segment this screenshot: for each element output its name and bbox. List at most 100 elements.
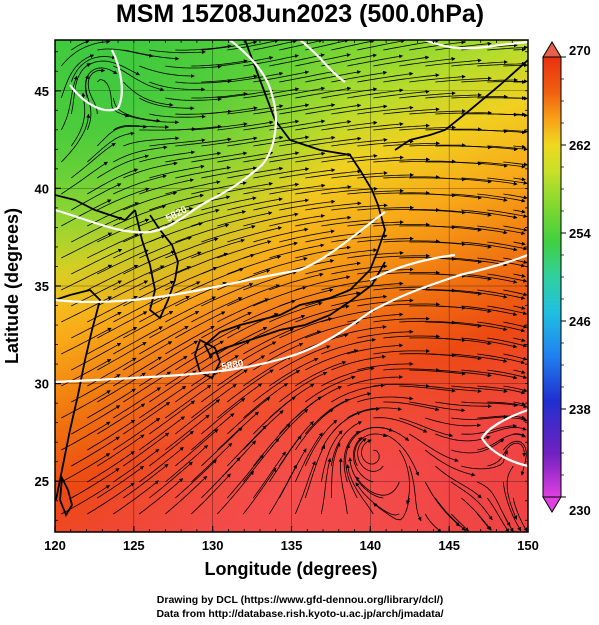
streamline	[425, 353, 482, 361]
streamline	[477, 61, 526, 67]
streamline	[87, 131, 135, 163]
streamline	[305, 169, 362, 179]
map-title: MSM 15Z08Jun2023 (500.0hPa)	[116, 0, 484, 28]
y-axis-label: Latitude (degrees)	[2, 208, 22, 364]
streamline	[321, 278, 378, 291]
streamline	[347, 220, 404, 227]
streamline	[399, 385, 456, 393]
streamline	[71, 405, 121, 435]
streamline	[425, 289, 482, 296]
streamline	[347, 407, 402, 419]
streamline	[425, 417, 482, 428]
coast-china	[55, 194, 136, 501]
streamline	[321, 53, 377, 67]
streamline	[165, 296, 217, 323]
streamline	[435, 369, 492, 378]
streamline	[60, 40, 111, 67]
streamline	[425, 225, 482, 232]
streamline	[487, 401, 528, 409]
streamline	[513, 305, 526, 310]
streamline	[123, 161, 178, 179]
streamline	[373, 191, 430, 196]
streamline	[253, 135, 310, 147]
streamline	[201, 427, 243, 467]
streamline	[123, 49, 180, 61]
streamline	[294, 432, 323, 483]
streamline	[331, 354, 387, 371]
streamline	[357, 40, 406, 51]
colorbar-tick-label: 254	[569, 226, 591, 241]
streamline	[227, 104, 284, 115]
geopotential-contours	[55, 40, 528, 468]
streamline	[87, 451, 135, 483]
streamline	[71, 216, 123, 243]
streamline	[451, 513, 469, 532]
streamline	[331, 233, 388, 243]
streamline	[477, 193, 526, 203]
streamline	[201, 457, 241, 499]
contour-north-center	[299, 40, 346, 83]
streamline	[201, 106, 258, 115]
streamline	[477, 129, 526, 135]
streamline	[243, 182, 300, 195]
streamline	[191, 413, 235, 451]
streamline	[139, 236, 192, 259]
streamline	[434, 497, 466, 531]
streamline	[513, 241, 526, 246]
streamline	[201, 74, 258, 83]
streamline	[226, 454, 264, 499]
streamline	[461, 369, 518, 380]
streamline	[321, 248, 378, 259]
streamline	[113, 234, 166, 259]
streamline	[191, 92, 248, 99]
streamline	[139, 207, 194, 227]
coastlines	[55, 40, 528, 518]
streamline	[217, 470, 255, 515]
streamline	[149, 164, 205, 179]
streamline	[477, 289, 526, 300]
streamline	[149, 370, 197, 403]
streamline	[123, 113, 180, 125]
x-tick-label: 140	[359, 538, 381, 553]
colorbar-top-triangle	[542, 41, 562, 58]
streamline	[295, 119, 352, 131]
streamline	[123, 136, 180, 147]
streamline	[87, 482, 135, 515]
streamline	[383, 141, 440, 147]
streamline	[346, 427, 394, 451]
streamline	[269, 301, 323, 323]
streamline	[409, 209, 466, 215]
streamline	[227, 425, 267, 467]
streamline	[304, 419, 338, 467]
streamline	[487, 426, 527, 435]
streamline	[139, 266, 191, 291]
streamline	[347, 312, 404, 323]
streamline	[345, 443, 358, 499]
streamline	[461, 497, 492, 531]
streamline	[321, 153, 378, 163]
streamline	[503, 385, 528, 393]
streamline	[191, 151, 248, 163]
streamline	[338, 457, 348, 515]
streamline	[346, 464, 374, 515]
streamline	[373, 89, 430, 99]
streamline	[506, 465, 518, 520]
streamline	[502, 481, 522, 532]
streamline	[227, 71, 284, 83]
streamline	[243, 119, 300, 131]
colorbar: 230 238 246 254 262 270	[542, 41, 591, 518]
streamline	[487, 241, 528, 251]
streamline	[503, 225, 528, 232]
streamline	[347, 281, 404, 291]
streamline	[357, 361, 414, 371]
streamline	[269, 151, 326, 163]
streamline	[227, 166, 284, 179]
streamline	[113, 204, 167, 227]
streamline	[123, 341, 173, 371]
streamline	[61, 327, 112, 355]
streamline	[513, 369, 526, 375]
streamline	[242, 437, 280, 483]
streamline	[352, 436, 374, 483]
streamline	[97, 342, 147, 371]
streamline	[175, 311, 226, 339]
